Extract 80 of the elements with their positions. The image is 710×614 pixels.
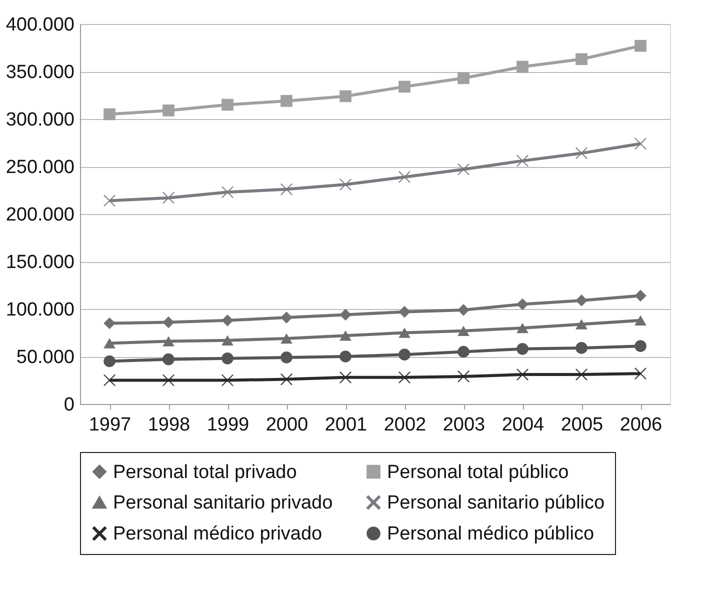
point <box>340 371 352 384</box>
point <box>104 317 116 330</box>
point <box>576 147 588 160</box>
legend-label: Personal sanitario privado <box>113 492 333 514</box>
point <box>162 192 174 204</box>
x-tick-label: 2004 <box>502 414 545 436</box>
point <box>104 355 116 368</box>
point <box>162 104 174 116</box>
point <box>458 370 470 382</box>
point <box>222 335 234 346</box>
point <box>576 342 588 354</box>
point <box>222 314 234 326</box>
x-tick-label: 2002 <box>384 414 426 436</box>
point <box>398 348 410 361</box>
point <box>340 308 352 321</box>
point <box>516 342 528 355</box>
point <box>398 80 410 93</box>
point <box>398 328 410 338</box>
point <box>340 350 352 362</box>
point <box>516 368 528 380</box>
legend-label: Personal médico privado <box>113 524 322 544</box>
point <box>162 336 174 346</box>
point <box>634 315 646 326</box>
y-tick-label: 400.000 <box>6 14 74 36</box>
legend-label: Personal médico público <box>387 524 594 544</box>
point <box>162 316 174 328</box>
legend-label: Personal total privado <box>113 462 297 483</box>
point <box>280 95 292 107</box>
point <box>634 138 646 150</box>
point <box>340 330 352 341</box>
point <box>222 352 234 364</box>
point <box>458 346 470 358</box>
point <box>280 352 292 364</box>
x-tick-label: 1998 <box>148 414 190 436</box>
x-tick-label: 2000 <box>266 414 308 436</box>
point <box>104 194 116 207</box>
x-tick-label: 2006 <box>620 414 662 436</box>
point <box>222 98 234 111</box>
y-tick-label: 200.000 <box>6 204 74 226</box>
point <box>576 319 588 330</box>
point <box>398 371 410 384</box>
y-tick-label: 50.000 <box>16 347 74 368</box>
point <box>458 304 470 316</box>
point <box>576 53 588 66</box>
y-tick-label: 100.000 <box>6 300 74 320</box>
y-tick-label: 300.000 <box>6 110 74 130</box>
y-tick-label: 350.000 <box>6 62 74 83</box>
x-tick-label: 2001 <box>324 414 368 436</box>
point <box>340 90 352 102</box>
point <box>104 108 116 120</box>
y-tick-label: 150.000 <box>6 252 74 273</box>
x-tick-label: 2003 <box>442 414 486 436</box>
legend-label: Personal total público <box>387 462 569 483</box>
point <box>516 298 528 310</box>
point <box>162 353 174 366</box>
point <box>634 40 646 52</box>
point <box>516 60 528 73</box>
point <box>458 163 470 176</box>
point <box>340 178 352 190</box>
point <box>280 373 292 386</box>
y-tick-label: 250.000 <box>6 157 74 178</box>
point <box>398 171 410 183</box>
point <box>280 333 292 344</box>
point <box>634 368 646 380</box>
point <box>516 322 528 334</box>
point <box>576 294 588 306</box>
point <box>104 338 116 348</box>
point <box>222 186 234 198</box>
y-tick-label: 0 <box>64 394 74 416</box>
point <box>280 312 292 324</box>
point <box>398 306 410 318</box>
point <box>634 290 646 302</box>
point <box>458 72 470 84</box>
legend-label: Personal sanitario público <box>387 492 605 514</box>
x-tick-label: 1997 <box>88 414 132 436</box>
x-tick-label: 2005 <box>560 414 604 436</box>
x-tick-label: 1999 <box>206 414 250 436</box>
point <box>576 368 588 380</box>
point <box>634 340 646 352</box>
point <box>458 326 470 336</box>
